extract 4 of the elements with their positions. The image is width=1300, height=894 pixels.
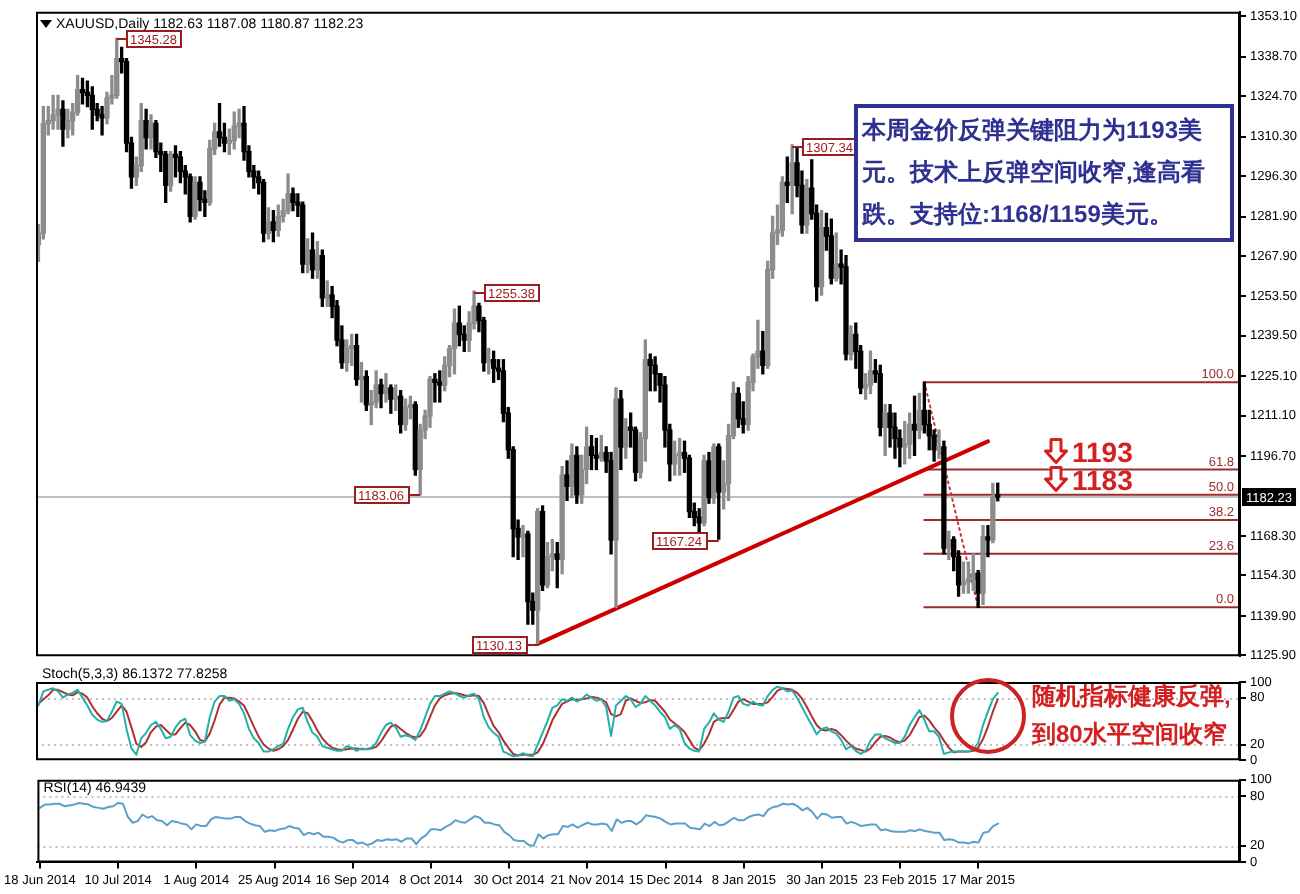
annotation: 1193 [1072, 436, 1133, 468]
annotation: 本周金价反弹关键阻力为1193美元。技术上反弹空间收窄,逢高看跌。支持位:1168/1159美元。 [854, 104, 1234, 242]
annotation: 随机指标健康反弹,到80水平空间收窄 [1032, 680, 1233, 752]
annotation: 1183 [1072, 464, 1133, 496]
